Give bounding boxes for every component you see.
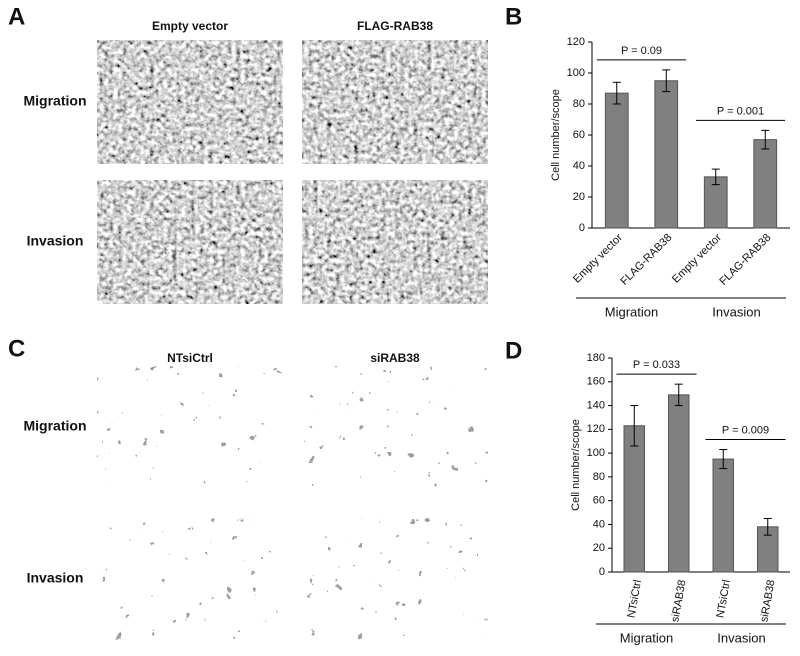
- bar: [654, 80, 679, 229]
- column-title: Empty vector: [152, 19, 228, 33]
- panel-label: D: [505, 337, 522, 364]
- y-tick-label: 120: [567, 36, 585, 48]
- x-tick-label: NTsiCtrl: [626, 579, 645, 619]
- p-value: P = 0.009: [722, 424, 769, 436]
- x-tick-label: Empty vector: [670, 231, 724, 285]
- x-tick-label: FLAG-RAB38: [618, 232, 674, 288]
- y-tick-label: 100: [567, 67, 585, 79]
- row-label: Invasion: [27, 570, 84, 586]
- y-tick-label: 20: [593, 542, 605, 554]
- p-value: P = 0.09: [621, 45, 662, 57]
- group-label: Invasion: [717, 630, 765, 645]
- bar: [712, 458, 734, 573]
- y-tick-label: 60: [593, 495, 605, 507]
- column-title: NTsiCtrl: [167, 351, 213, 365]
- p-value: P = 0.001: [717, 105, 764, 117]
- micrograph: [97, 366, 283, 488]
- micrograph: [97, 518, 283, 640]
- bar: [668, 394, 690, 573]
- micrograph: [302, 180, 488, 304]
- y-tick-label: 40: [573, 160, 585, 172]
- x-tick-label: siRAB38: [758, 579, 777, 623]
- x-tick-label: FLAG-RAB38: [717, 232, 773, 288]
- x-tick-label: Empty vector: [571, 231, 625, 285]
- row-label: Invasion: [27, 233, 84, 249]
- panel-label: C: [8, 335, 25, 362]
- panel-label: B: [505, 3, 522, 30]
- x-tick-label: NTsiCtrl: [715, 579, 734, 619]
- y-axis-label: Cell number/scope: [550, 89, 562, 181]
- y-tick-label: 20: [573, 191, 585, 203]
- row-label: Migration: [24, 93, 87, 109]
- group-label: Migration: [605, 304, 658, 319]
- micrograph: [302, 366, 488, 488]
- group-label: Migration: [620, 630, 673, 645]
- row-label: Migration: [24, 418, 87, 434]
- bar: [604, 92, 629, 229]
- y-tick-label: 60: [573, 129, 585, 141]
- column-title: FLAG-RAB38: [357, 19, 433, 33]
- group-label: Invasion: [712, 304, 760, 319]
- y-tick-label: 120: [587, 423, 605, 435]
- p-value: P = 0.033: [633, 359, 680, 371]
- column-title: siRAB38: [370, 351, 420, 365]
- bar: [623, 425, 645, 573]
- y-tick-label: 40: [593, 518, 605, 530]
- y-axis-label: Cell number/scope: [570, 419, 582, 511]
- y-tick-label: 0: [579, 222, 585, 234]
- micrograph: [302, 518, 488, 640]
- y-tick-label: 80: [593, 471, 605, 483]
- y-tick-label: 140: [587, 399, 605, 411]
- micrograph: [97, 180, 283, 304]
- micrograph: [302, 40, 488, 164]
- bar: [753, 139, 778, 229]
- x-tick-label: siRAB38: [669, 579, 688, 623]
- micrograph: [97, 40, 283, 164]
- y-tick-label: 80: [573, 98, 585, 110]
- y-tick-label: 160: [587, 376, 605, 388]
- y-tick-label: 100: [587, 447, 605, 459]
- y-tick-label: 0: [599, 566, 605, 578]
- y-tick-label: 180: [587, 352, 605, 364]
- panel-label: A: [8, 3, 25, 30]
